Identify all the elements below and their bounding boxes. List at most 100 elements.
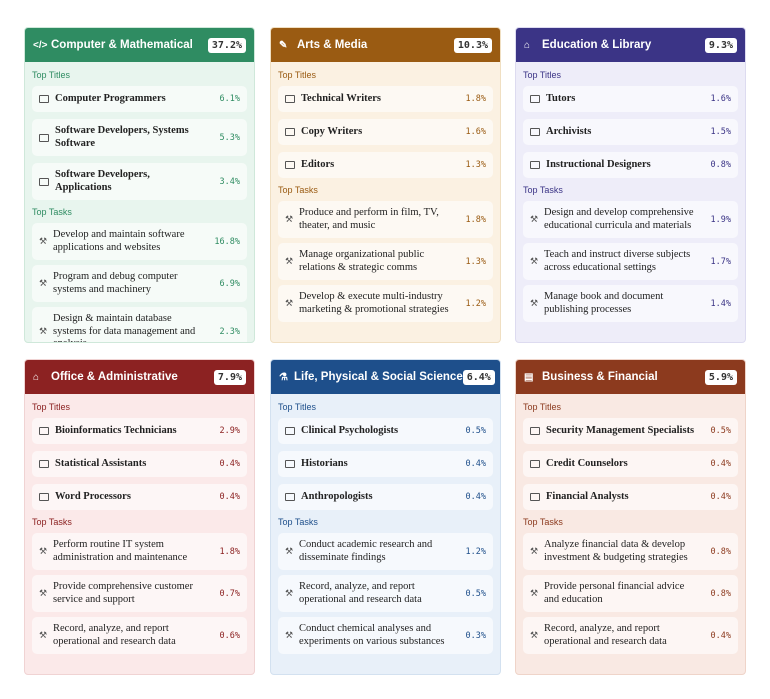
- task-item: ⚒ Conduct chemical analyses and experimen…: [278, 617, 493, 654]
- item-share: 0.4%: [710, 459, 731, 469]
- card-header: </> Computer & Mathematical 37.2%: [25, 28, 254, 62]
- item-icon: ⚒: [530, 630, 539, 640]
- item-share: 0.5%: [710, 426, 731, 436]
- task-item: ⚒ Provide comprehensive customer service …: [32, 575, 247, 612]
- item-share: 6.1%: [219, 94, 240, 104]
- item-name: Copy Writers: [301, 125, 363, 137]
- task-item: ⚒ Produce and perform in film, TV, theate…: [278, 201, 493, 238]
- card-body: Top Titles Computer Programmers 6.1% Softwa…: [25, 62, 254, 342]
- tasks-list: ⚒ Analyze financial data & develop invest…: [523, 533, 738, 654]
- item-icon: ⚒: [530, 298, 539, 308]
- task-item: ⚒ Manage book and document publishing pro…: [523, 285, 738, 322]
- item-share: 1.8%: [465, 94, 486, 104]
- item-name: Design and develop comprehensive educati…: [544, 207, 694, 231]
- item-share: 1.2%: [465, 546, 486, 557]
- card-body: Top Titles Bioinformatics Technicians 2.9%…: [25, 394, 254, 654]
- card-title: Arts & Media: [297, 39, 368, 51]
- item-share: 0.4%: [710, 492, 731, 502]
- title-item: Clinical Psychologists 0.5%: [278, 418, 493, 444]
- item-icon: [530, 460, 540, 468]
- section-label: Top Tasks: [32, 207, 72, 217]
- card-body: Top Titles Technical Writers 1.8% Copy Writ…: [271, 62, 500, 322]
- item-name: Software Developers, Applications: [55, 169, 150, 193]
- category-icon: ▤: [524, 371, 534, 383]
- item-icon: [285, 95, 295, 103]
- item-share: 0.7%: [219, 588, 240, 599]
- item-name: Design & maintain database systems for d…: [53, 313, 196, 342]
- section-label: Top Titles: [278, 402, 317, 412]
- item-icon: [530, 95, 540, 103]
- category-icon: ✎: [279, 39, 288, 51]
- task-item: ⚒ Develop & execute multi-industry market…: [278, 285, 493, 322]
- item-name: Bioinformatics Technicians: [55, 424, 177, 436]
- item-share: 0.4%: [465, 459, 486, 469]
- item-icon: ⚒: [39, 588, 48, 598]
- item-icon: [530, 128, 540, 136]
- item-share: 0.5%: [465, 588, 486, 599]
- item-icon: ⚒: [285, 256, 294, 266]
- title-item: Technical Writers 1.8%: [278, 86, 493, 112]
- category-card: ⌂ Office & Administrative 7.9% Top Titles Bi…: [24, 359, 255, 675]
- item-icon: [285, 460, 295, 468]
- item-share: 2.3%: [219, 326, 240, 337]
- task-item: ⚒ Record, analyze, and report operational…: [523, 617, 738, 654]
- title-item: Word Processors 0.4%: [32, 484, 247, 510]
- item-name: Provide comprehensive customer service a…: [53, 581, 193, 605]
- item-share: 3.4%: [219, 176, 240, 187]
- share-badge: 6.4%: [462, 369, 495, 385]
- task-item: ⚒ Record, analyze, and report operational…: [32, 617, 247, 654]
- item-name: Teach and instruct diverse subjects acro…: [544, 249, 691, 273]
- item-icon: [39, 177, 49, 186]
- card-title: Business & Financial: [542, 371, 658, 383]
- task-item: ⚒ Design and develop comprehensive educat…: [523, 201, 738, 238]
- section-label: Top Tasks: [523, 517, 563, 527]
- item-name: Technical Writers: [301, 92, 382, 104]
- item-name: Record, analyze, and report operational …: [544, 623, 667, 647]
- category-icon: </>: [33, 39, 48, 51]
- item-name: Develop & execute multi-industry marketi…: [299, 291, 449, 315]
- item-share: 1.6%: [465, 127, 486, 137]
- title-item: Instructional Designers 0.8%: [523, 152, 738, 178]
- item-name: Perform routine IT system administration…: [53, 539, 188, 563]
- item-icon: ⚒: [530, 256, 539, 266]
- item-share: 5.3%: [219, 132, 240, 143]
- item-share: 2.9%: [219, 426, 240, 436]
- section-label: Top Titles: [32, 70, 71, 80]
- item-icon: ⚒: [39, 546, 48, 556]
- title-item: Editors 1.3%: [278, 152, 493, 178]
- item-icon: ⚒: [530, 214, 539, 224]
- card-header: ⚗ Life, Physical & Social Science 6.4%: [271, 360, 500, 394]
- item-icon: [285, 128, 295, 136]
- card-title: Education & Library: [542, 39, 652, 51]
- item-share: 0.4%: [710, 630, 731, 641]
- item-icon: [530, 161, 540, 169]
- item-share: 0.5%: [465, 426, 486, 436]
- card-body: Top Titles Tutors 1.6% Archivists 1.5% Instru…: [516, 62, 745, 322]
- item-name: Produce and perform in film, TV, theater…: [299, 207, 439, 231]
- card-header: ⌂ Education & Library 9.3%: [516, 28, 745, 62]
- tasks-list: ⚒ Design and develop comprehensive educat…: [523, 201, 738, 322]
- task-item: ⚒ Provide personal financial advice and e…: [523, 575, 738, 612]
- section-label: Top Tasks: [278, 185, 318, 195]
- title-item: Credit Counselors 0.4%: [523, 451, 738, 477]
- item-name: Security Management Specialists: [546, 424, 695, 436]
- item-name: Conduct chemical analyses and experiment…: [299, 623, 445, 647]
- item-share: 16.8%: [214, 236, 240, 247]
- card-body: Top Titles Security Management Specialist…: [516, 394, 745, 654]
- item-icon: ⚒: [285, 214, 294, 224]
- card-title: Life, Physical & Social Science: [293, 371, 463, 383]
- item-icon: ⚒: [530, 588, 539, 598]
- item-icon: ⚒: [285, 588, 294, 598]
- item-name: Statistical Assistants: [55, 457, 147, 469]
- section-label: Top Tasks: [523, 185, 563, 195]
- title-item: Bioinformatics Technicians 2.9%: [32, 418, 247, 444]
- title-item: Archivists 1.5%: [523, 119, 738, 145]
- task-item: ⚒ Record, analyze, and report operational…: [278, 575, 493, 612]
- tasks-list: ⚒ Conduct academic research and dissemina…: [278, 533, 493, 654]
- category-card: ▤ Business & Financial 5.9% Top Titles Secur…: [515, 359, 746, 675]
- title-item: Tutors 1.6%: [523, 86, 738, 112]
- item-icon: [39, 460, 49, 468]
- titles-list: Technical Writers 1.8% Copy Writers 1.6% Edi…: [278, 86, 493, 178]
- task-item: ⚒ Perform routine IT system administratio…: [32, 533, 247, 570]
